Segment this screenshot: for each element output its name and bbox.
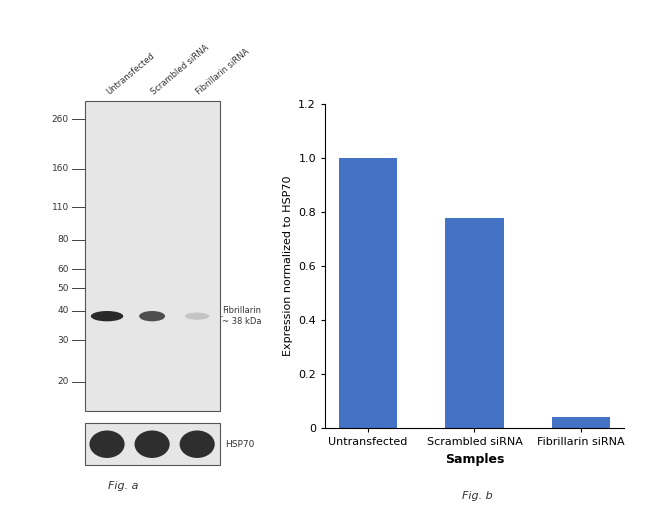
Text: 60: 60 <box>57 265 69 274</box>
Text: 20: 20 <box>58 377 69 386</box>
Text: 260: 260 <box>52 115 69 124</box>
Text: 40: 40 <box>58 306 69 315</box>
Bar <box>552 417 610 428</box>
Text: Untransfected: Untransfected <box>105 51 156 97</box>
Ellipse shape <box>91 311 124 322</box>
Bar <box>339 158 397 428</box>
Ellipse shape <box>185 313 209 320</box>
FancyBboxPatch shape <box>84 101 220 411</box>
Text: 110: 110 <box>51 203 69 212</box>
Text: 30: 30 <box>57 336 69 345</box>
Y-axis label: Expression normalized to HSP70: Expression normalized to HSP70 <box>283 176 292 357</box>
Text: HSP70: HSP70 <box>225 440 254 449</box>
Text: 80: 80 <box>57 235 69 244</box>
Text: 160: 160 <box>51 164 69 173</box>
FancyBboxPatch shape <box>84 423 220 466</box>
Text: 50: 50 <box>57 283 69 292</box>
X-axis label: Samples: Samples <box>445 453 504 466</box>
Text: Scrambled siRNA: Scrambled siRNA <box>150 43 211 97</box>
Text: Fig. a: Fig. a <box>109 481 138 491</box>
Ellipse shape <box>90 431 125 458</box>
Ellipse shape <box>139 311 165 322</box>
Ellipse shape <box>135 431 170 458</box>
Text: Fig. b: Fig. b <box>462 491 493 501</box>
Ellipse shape <box>179 431 214 458</box>
Bar <box>445 218 504 428</box>
Text: Fibrillarin siRNA: Fibrillarin siRNA <box>194 47 251 97</box>
Text: Fibrillarin
~ 38 kDa: Fibrillarin ~ 38 kDa <box>222 306 262 326</box>
